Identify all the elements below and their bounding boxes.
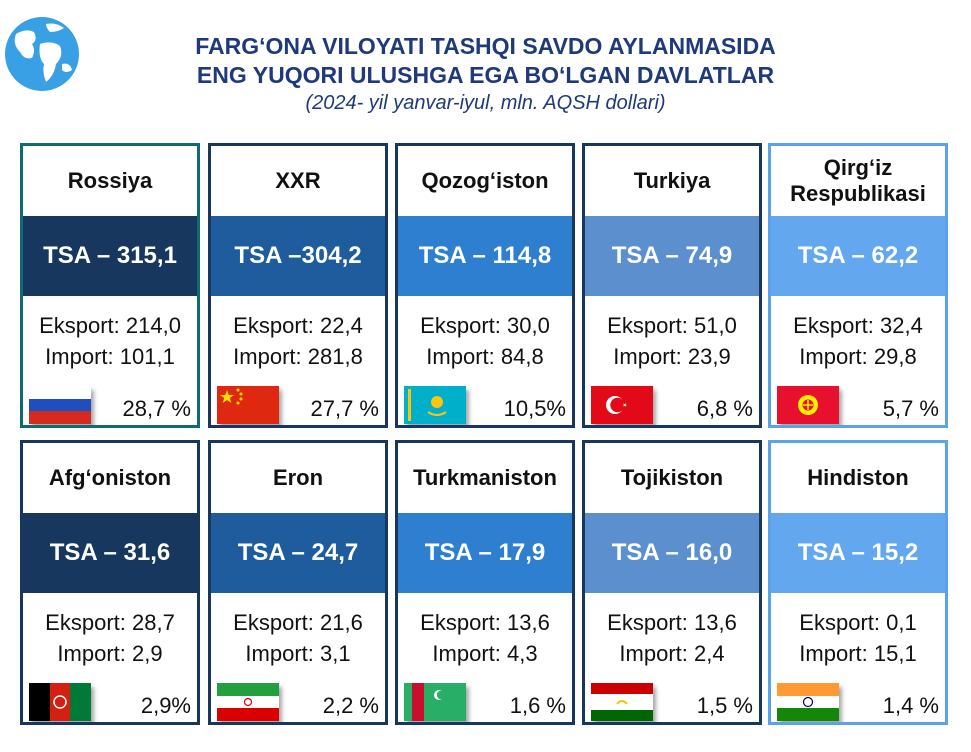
country-name: Qirg‘iz Respublikasi xyxy=(771,146,945,216)
export-value: Eksport: 28,7 xyxy=(45,610,175,635)
country-name: Hindiston xyxy=(807,465,909,490)
share-percent: 28,7 % xyxy=(122,396,192,421)
share-percent: 2,9% xyxy=(140,693,191,718)
country-card-turkmenistan: Turkmaniston TSA – 17,9 Eksport: 13,6 Im… xyxy=(395,440,575,725)
country-card-turkey: Turkiya TSA – 74,9 Eksport: 51,0 Import:… xyxy=(582,143,762,428)
export-value: Eksport: 30,0 xyxy=(420,313,550,338)
export-value: Eksport: 51,0 xyxy=(607,313,737,338)
tsa-band: TSA –304,2 xyxy=(211,216,385,296)
share-percent: 1,6 % xyxy=(509,693,566,718)
import-value: Import: 2,9 xyxy=(57,641,163,666)
share-percent: 10,5% xyxy=(503,396,566,421)
afghanistan-flag-icon xyxy=(29,683,91,721)
export-value: Eksport: 214,0 xyxy=(39,313,181,338)
country-name: Eron xyxy=(272,465,324,490)
import-value: Import: 281,8 xyxy=(233,344,363,369)
country-card-russia: Rossiya TSA – 315,1 Eksport: 214,0 Impor… xyxy=(20,143,200,428)
tsa-band: TSA – 62,2 xyxy=(771,216,945,296)
country-name: Afg‘oniston xyxy=(48,465,172,490)
turkey-flag-icon xyxy=(591,386,653,424)
import-value: Import: 29,8 xyxy=(799,344,917,369)
import-value: Import: 84,8 xyxy=(426,344,544,369)
export-value: Eksport: 21,6 xyxy=(233,610,363,635)
export-value: Eksport: 22,4 xyxy=(233,313,363,338)
share-percent: 27,7 % xyxy=(310,396,380,421)
tsa-band: TSA – 16,0 xyxy=(585,513,759,593)
tsa-band: TSA – 31,6 xyxy=(23,513,197,593)
country-name: Turkiya xyxy=(633,168,711,193)
country-card-iran: Eron TSA – 24,7 Eksport: 21,6 Import: 3,… xyxy=(208,440,388,725)
tsa-band: TSA – 17,9 xyxy=(398,513,572,593)
country-name: Rossiya xyxy=(67,168,153,193)
country-name-line-1: Qirg‘iz xyxy=(823,155,893,180)
iran-flag-icon xyxy=(217,683,279,721)
country-card-kyrgyzstan: Qirg‘iz Respublikasi TSA – 62,2 Eksport:… xyxy=(768,143,948,428)
country-name: Qozog‘iston xyxy=(421,168,549,193)
india-flag-icon xyxy=(777,683,839,721)
tsa-band: TSA – 315,1 xyxy=(23,216,197,296)
title-line-1: FARG‘ONA VILOYATI TASHQI SAVDO AYLANMASI… xyxy=(195,33,776,59)
country-name: XXR xyxy=(275,168,321,193)
title-line-2: ENG YUQORI ULUSHGA EGA BO‘LGAN DAVLATLAR xyxy=(196,62,775,88)
globe-logo-icon xyxy=(2,14,82,94)
russia-flag-icon xyxy=(29,386,91,424)
country-name: Turkmaniston xyxy=(413,465,557,490)
share-percent: 2,2 % xyxy=(322,693,379,718)
import-value: Import: 101,1 xyxy=(45,344,175,369)
export-value: Eksport: 0,1 xyxy=(799,610,917,635)
country-card-kazakhstan: Qozog‘iston TSA – 114,8 Eksport: 30,0 Im… xyxy=(395,143,575,428)
tsa-band: TSA – 114,8 xyxy=(398,216,572,296)
share-percent: 5,7 % xyxy=(882,396,939,421)
subtitle: (2024- yil yanvar-iyul, mln. AQSH dollar… xyxy=(305,92,666,114)
country-card-afghanistan: Afg‘oniston TSA – 31,6 Eksport: 28,7 Imp… xyxy=(20,440,200,725)
kazakhstan-flag-icon xyxy=(404,386,466,424)
share-percent: 1,4 % xyxy=(882,693,939,718)
tsa-band: TSA – 74,9 xyxy=(585,216,759,296)
export-value: Eksport: 13,6 xyxy=(607,610,737,635)
country-name-line-2: Respublikasi xyxy=(790,181,926,206)
import-value: Import: 23,9 xyxy=(613,344,731,369)
export-value: Eksport: 13,6 xyxy=(420,610,550,635)
export-value: Eksport: 32,4 xyxy=(793,313,923,338)
tajikistan-flag-icon xyxy=(591,683,653,721)
turkmenistan-flag-icon xyxy=(404,683,466,721)
kyrgyzstan-flag-icon xyxy=(777,386,839,424)
country-card-india: Hindiston TSA – 15,2 Eksport: 0,1 Import… xyxy=(768,440,948,725)
country-card-tajikistan: Tojikiston TSA – 16,0 Eksport: 13,6 Impo… xyxy=(582,440,762,725)
share-percent: 1,5 % xyxy=(696,693,753,718)
import-value: Import: 3,1 xyxy=(245,641,351,666)
import-value: Import: 2,4 xyxy=(619,641,725,666)
import-value: Import: 4,3 xyxy=(432,641,538,666)
china-flag-icon xyxy=(217,386,279,424)
tsa-band: TSA – 24,7 xyxy=(211,513,385,593)
tsa-band: TSA – 15,2 xyxy=(771,513,945,593)
import-value: Import: 15,1 xyxy=(799,641,917,666)
share-percent: 6,8 % xyxy=(696,396,753,421)
country-card-china: XXR TSA –304,2 Eksport: 22,4 Import: 281… xyxy=(208,143,388,428)
country-name: Tojikiston xyxy=(620,465,724,490)
